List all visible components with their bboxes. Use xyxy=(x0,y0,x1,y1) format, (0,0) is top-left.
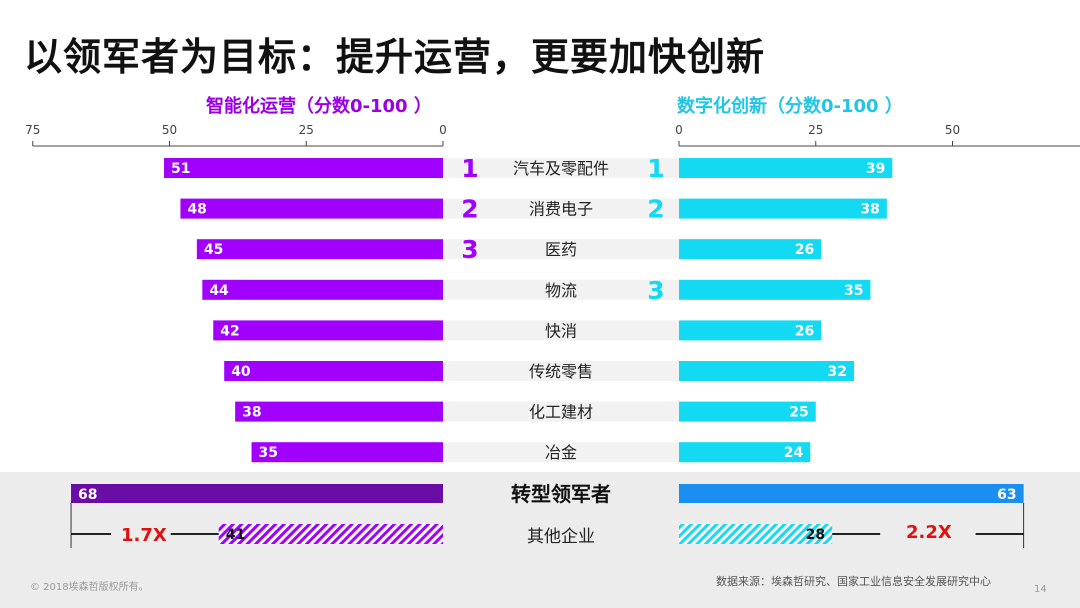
left-tick-label: 25 xyxy=(299,123,314,137)
right-bar-value: 39 xyxy=(866,161,885,177)
left-bar xyxy=(196,239,443,260)
right-bar xyxy=(679,320,822,341)
category-label: 物流 xyxy=(545,281,577,300)
category-label: 冶金 xyxy=(545,443,577,462)
category-label: 医药 xyxy=(545,240,577,259)
right-bar-value: 26 xyxy=(795,323,814,339)
category-label: 汽车及零配件 xyxy=(513,159,609,178)
right-bar xyxy=(679,361,855,381)
left-chart-title: 智能化运营（分数0-100 ） xyxy=(206,96,432,117)
leader-right-value: 63 xyxy=(997,487,1016,503)
right-bar-value: 38 xyxy=(860,202,879,218)
data-source-text: 数据来源：埃森哲研究、国家工业信息安全发展研究中心 xyxy=(716,575,991,588)
category-strip xyxy=(443,361,679,381)
page-title: 以领军者为目标：提升运营，更要加快创新 xyxy=(24,35,766,79)
right-bar xyxy=(679,239,822,260)
right-bar xyxy=(679,279,871,300)
category-strip xyxy=(443,198,679,219)
left-bar-value: 45 xyxy=(204,242,223,258)
category-strip xyxy=(443,279,679,300)
category-label: 传统零售 xyxy=(529,362,593,381)
left-bar xyxy=(213,320,443,341)
left-bar-value: 48 xyxy=(187,202,206,218)
left-bar-value: 35 xyxy=(259,445,278,461)
category-label: 化工建材 xyxy=(529,403,593,422)
other-label: 其他企业 xyxy=(527,527,595,547)
right-rank-label: 3 xyxy=(647,276,664,305)
right-bar xyxy=(679,198,887,219)
right-gap-ratio: 2.2X xyxy=(906,522,952,543)
left-bar xyxy=(164,158,443,178)
left-rank-label: 3 xyxy=(461,235,478,264)
right-tick-label: 25 xyxy=(808,123,823,137)
right-chart-title: 数字化创新（分数0-100 ） xyxy=(677,96,903,117)
right-bar xyxy=(679,158,893,178)
other-right-value: 28 xyxy=(806,527,825,543)
right-bar xyxy=(679,401,816,422)
left-bar-value: 40 xyxy=(231,364,251,380)
other-left-bar xyxy=(218,524,443,544)
copyright-text: © 2018埃森哲版权所有。 xyxy=(30,582,149,593)
left-rank-label: 2 xyxy=(461,195,478,224)
left-bar-value: 51 xyxy=(171,161,190,177)
leader-left-bar xyxy=(71,484,443,503)
leader-left-value: 68 xyxy=(78,487,97,503)
right-rank-label: 2 xyxy=(647,195,664,224)
right-bar-value: 26 xyxy=(795,242,814,258)
category-label: 快消 xyxy=(545,321,577,340)
page-number: 14 xyxy=(1034,584,1047,595)
leader-right-bar xyxy=(679,484,1024,503)
category-strip xyxy=(443,442,679,463)
category-strip xyxy=(443,320,679,341)
right-bar xyxy=(679,442,811,463)
left-bar-value: 44 xyxy=(209,283,229,299)
left-rank-label: 1 xyxy=(461,154,478,183)
category-strip xyxy=(443,239,679,260)
right-bar-value: 35 xyxy=(844,283,863,299)
left-gap-ratio: 1.7X xyxy=(121,525,167,546)
right-tick-label: 0 xyxy=(675,123,683,137)
right-bar-value: 32 xyxy=(828,364,847,380)
left-bar-value: 42 xyxy=(220,323,239,339)
left-bar-value: 38 xyxy=(242,405,261,421)
left-tick-label: 50 xyxy=(162,123,177,137)
right-bar-value: 24 xyxy=(784,445,804,461)
category-strip xyxy=(443,401,679,422)
other-left-value: 41 xyxy=(226,527,245,543)
right-bar-value: 25 xyxy=(789,405,808,421)
leader-label: 转型领军者 xyxy=(511,482,611,506)
other-right-bar xyxy=(679,524,833,544)
right-rank-label: 1 xyxy=(647,154,664,183)
left-bar xyxy=(202,279,443,300)
right-tick-label: 50 xyxy=(945,123,960,137)
left-tick-label: 0 xyxy=(439,123,447,137)
left-bar xyxy=(224,361,443,381)
category-label: 消费电子 xyxy=(529,200,593,219)
category-strip xyxy=(443,158,679,178)
left-bar xyxy=(251,442,443,463)
left-bar xyxy=(235,401,443,422)
left-tick-label: 75 xyxy=(25,123,40,137)
left-bar xyxy=(180,198,443,219)
